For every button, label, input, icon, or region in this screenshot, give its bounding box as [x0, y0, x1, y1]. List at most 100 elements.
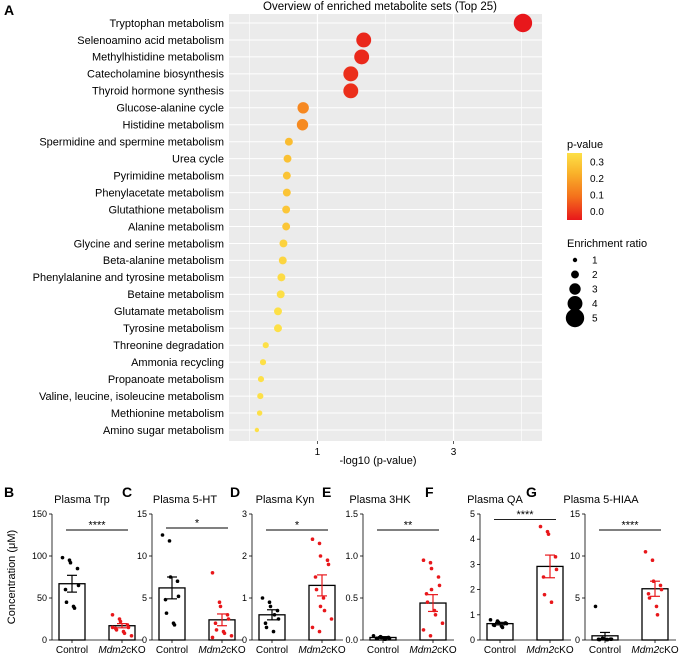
panel-title: Plasma Kyn	[256, 494, 315, 506]
enrichment-dot	[297, 102, 309, 114]
y-tick-label: 0.5	[345, 593, 358, 603]
data-point	[542, 592, 547, 597]
size-legend-dot	[572, 257, 578, 263]
y-tick-label: 1	[470, 610, 475, 620]
data-point	[654, 604, 659, 609]
data-point	[118, 619, 123, 624]
data-point	[317, 541, 322, 546]
size-legend-label: 5	[592, 314, 598, 325]
x-category-label: Control	[56, 645, 88, 656]
significance-label: ****	[516, 509, 534, 521]
panel-a-x-axis-label: -log10 (p-value)	[339, 455, 416, 467]
panel-a-title: Overview of enriched metabolite sets (To…	[263, 1, 497, 13]
data-point	[500, 625, 505, 630]
data-point	[643, 550, 648, 554]
enrichment-ratio-legend: Enrichment ratio 1 2 3 4 5	[565, 238, 647, 328]
y-tick-label: 0	[575, 635, 580, 645]
data-point	[593, 604, 598, 609]
data-point	[317, 629, 322, 634]
data-point	[276, 617, 281, 621]
y-tick-label: 5	[470, 509, 475, 519]
category-label: Valine, leucine, isoleucine metabolism	[39, 391, 224, 403]
data-point	[163, 597, 168, 602]
panel-a-enrichment-dotplot: A Overview of enriched metabolite sets (…	[4, 1, 647, 467]
y-tick-label: 5	[575, 593, 580, 603]
p-value-legend: p-value 0.3 0.2 0.1 0.0	[567, 139, 604, 220]
panel-f-bar-chart: F Plasma QA 0 1 2 3 4 5 Control Mdm2cKO ****	[425, 484, 574, 656]
category-label: Alanine metabolism	[128, 221, 224, 233]
data-point	[322, 608, 327, 613]
y-tick-label: 10	[137, 551, 147, 561]
enrichment-dot	[284, 137, 293, 146]
data-point	[60, 555, 65, 560]
category-label: Methionine metabolism	[111, 408, 224, 420]
data-point	[110, 625, 115, 630]
y-tick-label: 0	[42, 635, 47, 645]
significance-label: *	[295, 520, 300, 532]
data-point	[110, 613, 115, 617]
size-legend-dot	[571, 270, 579, 279]
data-point	[75, 566, 80, 571]
data-point	[175, 579, 180, 583]
enrichment-dot	[282, 171, 291, 180]
y-tick-label: 2	[470, 585, 475, 595]
category-label: Glutathione metabolism	[108, 204, 224, 216]
panel-title: Plasma 5-HIAA	[563, 494, 639, 506]
enrichment-dot	[257, 376, 265, 383]
panel-letter-b: B	[4, 484, 14, 500]
data-point	[425, 600, 430, 604]
data-point	[271, 629, 276, 634]
x-category-label: Mdm2cKO	[409, 645, 456, 656]
category-label: Threonine degradation	[113, 340, 224, 352]
enrichment-dot	[343, 66, 359, 82]
category-label: Beta-alanine metabolism	[103, 255, 224, 267]
size-legend-label: 3	[592, 285, 598, 296]
category-label: Histidine metabolism	[123, 120, 224, 132]
significance-label: ****	[88, 520, 106, 532]
data-point	[538, 524, 543, 529]
data-point	[160, 533, 165, 537]
data-point	[122, 631, 127, 636]
data-point	[609, 637, 614, 641]
data-point	[226, 617, 231, 621]
y-tick-label: 15	[570, 509, 580, 519]
data-point	[440, 621, 445, 625]
significance-label: ****	[621, 520, 639, 532]
y-tick-label: 5	[142, 593, 147, 603]
panel-letter-c: C	[122, 484, 132, 500]
p-value-tick: 0.1	[590, 191, 604, 202]
data-point	[318, 554, 323, 558]
category-label: Catecholamine biosynthesis	[87, 69, 224, 81]
data-point	[264, 625, 269, 630]
data-point	[549, 600, 554, 604]
enrichment-dot	[356, 32, 372, 48]
data-point	[647, 596, 652, 600]
data-point	[126, 625, 131, 630]
data-point	[428, 560, 433, 565]
enrichment-dot	[257, 393, 264, 400]
panel-d-bar-chart: D Plasma Kyn 0 1 2 3 Control Mdm2cKO *	[230, 484, 346, 656]
category-label: Thyroid hormone synthesis	[92, 86, 225, 98]
y-tick-label: 0	[242, 635, 247, 645]
size-legend-label: 4	[592, 299, 598, 310]
data-point	[429, 566, 434, 571]
p-value-tick: 0.0	[590, 207, 604, 218]
panel-a-category-labels: Tryptophan metabolism Selenoamino acid me…	[33, 18, 225, 437]
enrichment-dot	[513, 13, 533, 33]
category-label: Tyrosine metabolism	[123, 323, 224, 335]
data-point	[176, 594, 181, 599]
enrichment-dot	[282, 222, 291, 231]
panel-title: Plasma 5-HT	[153, 494, 217, 506]
size-legend-dot	[565, 308, 585, 328]
enrichment-dot	[262, 342, 269, 349]
data-point	[217, 600, 222, 604]
enrichment-dot	[259, 359, 267, 366]
x-category-label: Mdm2cKO	[526, 645, 573, 656]
data-point	[424, 592, 429, 596]
x-category-label: Control	[256, 645, 288, 656]
y-tick-label: 4	[470, 534, 475, 544]
